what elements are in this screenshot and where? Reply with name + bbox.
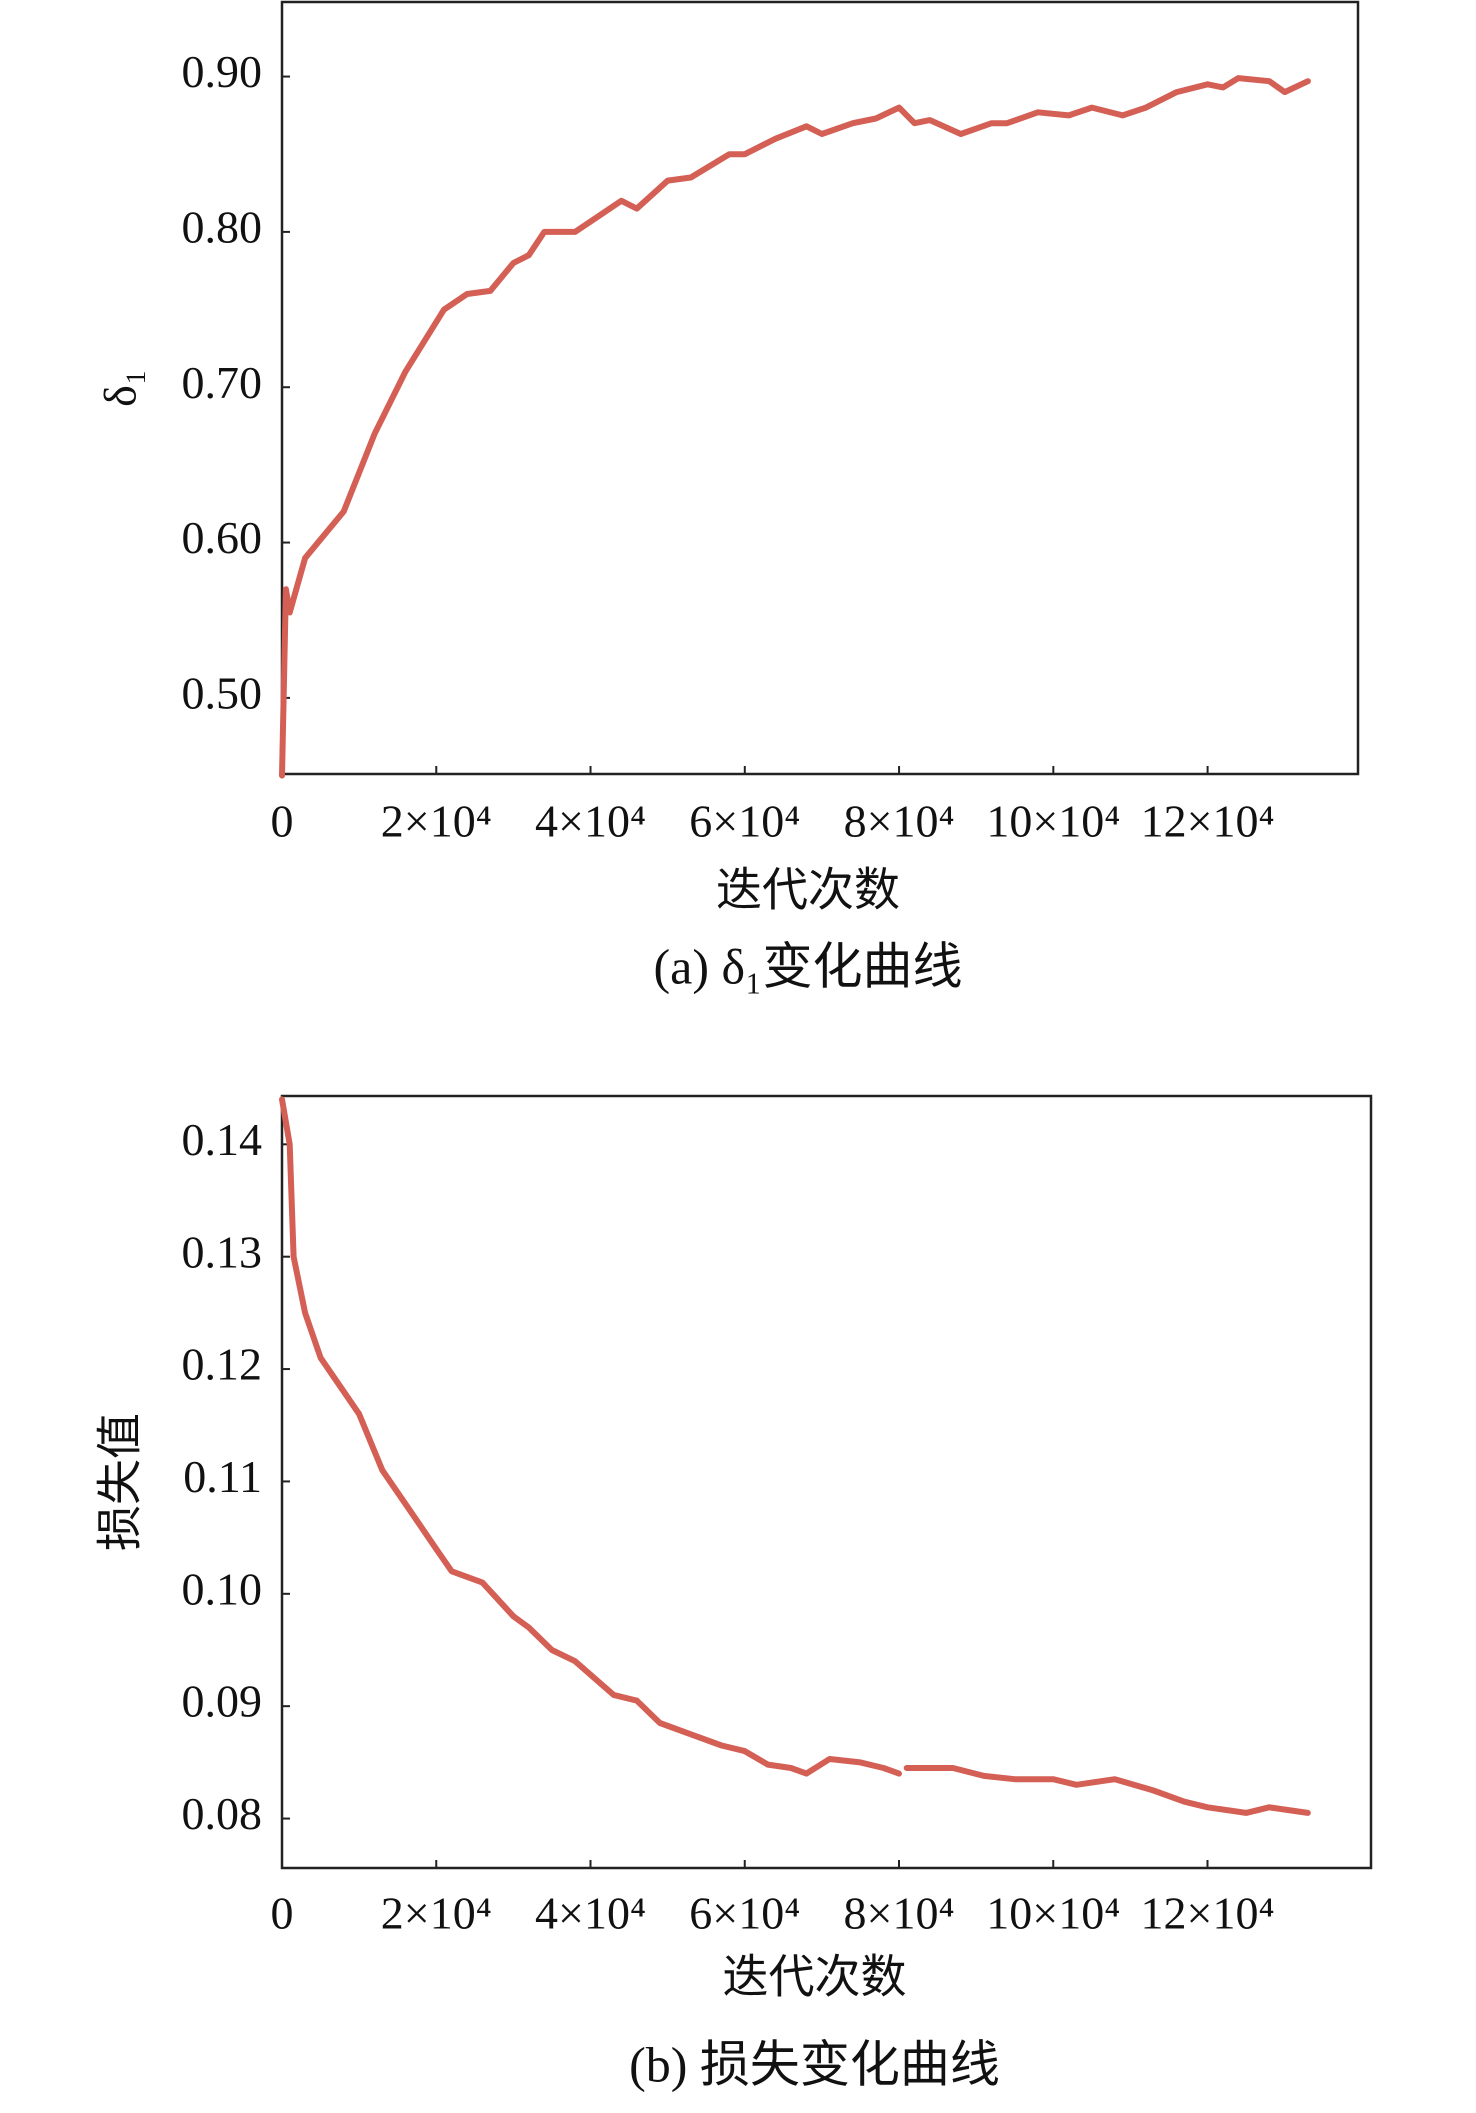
y-tick-label: 0.90 [182, 46, 263, 97]
x-tick-label: 2×10⁴ [381, 796, 492, 847]
x-tick-label: 2×10⁴ [381, 1888, 492, 1939]
y-tick-label: 0.08 [182, 1788, 263, 1839]
caption: (b) 损失变化曲线 [629, 2036, 1000, 2092]
y-tick-label: 0.14 [182, 1114, 263, 1165]
y-tick-label: 0.80 [182, 201, 263, 252]
x-tick-label: 10×10⁴ [986, 1888, 1120, 1939]
x-tick-label: 0 [271, 1888, 294, 1939]
y-axis-label: 损失值 [95, 1413, 146, 1551]
x-tick-label: 6×10⁴ [689, 796, 800, 847]
x-tick-label: 8×10⁴ [844, 1888, 955, 1939]
x-axis-label: 迭代次数 [716, 865, 900, 916]
data-line [279, 1096, 1311, 1816]
y-tick-label: 0.70 [182, 357, 263, 408]
y-tick-label: 0.11 [183, 1451, 262, 1502]
x-tick-label: 6×10⁴ [689, 1888, 800, 1939]
y-tick-label: 0.50 [182, 667, 263, 718]
x-tick-label: 12×10⁴ [1141, 1888, 1275, 1939]
x-tick-label: 0 [271, 796, 294, 847]
y-tick-label: 0.09 [182, 1676, 263, 1727]
plot-frame [280, 1094, 1373, 1870]
plot-frame [280, 0, 1360, 776]
y-tick-label: 0.60 [182, 512, 263, 563]
x-axis-label: 迭代次数 [723, 1952, 907, 2003]
x-tick-label: 4×10⁴ [535, 796, 646, 847]
caption: (a) δ₁变化曲线 [654, 938, 963, 994]
y-axis-label: δ₁ [95, 369, 146, 407]
y-tick-label: 0.10 [182, 1563, 263, 1614]
x-tick-label: 8×10⁴ [844, 796, 955, 847]
x-tick-label: 12×10⁴ [1141, 796, 1275, 847]
x-tick-label: 10×10⁴ [986, 796, 1120, 847]
y-tick-label: 0.12 [182, 1339, 263, 1390]
data-line [279, 75, 1311, 779]
y-tick-label: 0.13 [182, 1226, 263, 1277]
x-tick-label: 4×10⁴ [535, 1888, 646, 1939]
